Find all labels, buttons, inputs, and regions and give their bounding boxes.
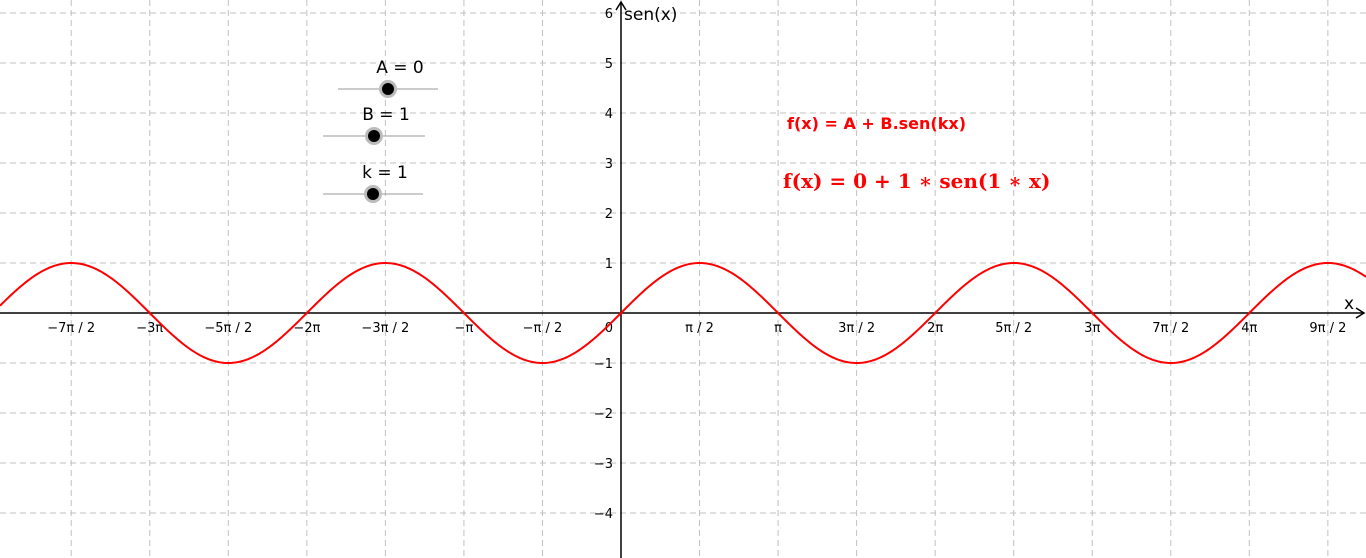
x-tick-label: 4π xyxy=(1241,321,1257,336)
x-tick-label: −3π / 2 xyxy=(361,321,409,336)
formula-value: f(x) = 0 + 1 ∗ sen(1 ∗ x) xyxy=(783,169,1050,193)
slider-knob[interactable] xyxy=(368,130,380,142)
x-tick-label: 3π / 2 xyxy=(838,321,875,336)
x-tick-label: 7π / 2 xyxy=(1152,321,1189,336)
x-tick-label: π xyxy=(774,321,782,336)
x-tick-label: −5π / 2 xyxy=(204,321,252,336)
x-tick-label: −7π / 2 xyxy=(47,321,95,336)
slider-label: k = 1 xyxy=(362,163,408,183)
x-tick-label: −π xyxy=(455,321,474,336)
function-curve xyxy=(0,261,1366,365)
y-tick-label: 1 xyxy=(605,257,613,272)
x-tick-label: 0 xyxy=(605,321,613,336)
x-arrow xyxy=(1355,307,1366,319)
slider-knob[interactable] xyxy=(367,188,379,200)
y-tick-label: −2 xyxy=(594,407,613,422)
x-tick-label: 9π / 2 xyxy=(1309,321,1346,336)
y-tick-label: 3 xyxy=(605,157,613,172)
slider-label: B = 1 xyxy=(362,105,410,125)
x-axis-label: x xyxy=(1344,294,1354,314)
y-tick-label: −1 xyxy=(594,357,613,372)
y-axis-label: sen(x) xyxy=(624,5,677,25)
y-tick-label: 5 xyxy=(605,57,613,72)
y-tick-label: 4 xyxy=(605,107,613,122)
sliders: A = 0 B = 1 k = 1 xyxy=(323,58,438,203)
formula-text: f(x) = A + B.sen(kx) xyxy=(787,114,966,133)
x-tick-label: 3π xyxy=(1084,321,1100,336)
x-tick-label: 5π / 2 xyxy=(995,321,1032,336)
y-arrow xyxy=(615,0,627,11)
slider-label: A = 0 xyxy=(376,58,424,78)
x-tick-label: −2π xyxy=(293,321,320,336)
curve-layer xyxy=(0,261,1366,365)
slider-knob[interactable] xyxy=(382,83,394,95)
y-tick-label: −4 xyxy=(594,507,613,522)
x-tick-label: −π / 2 xyxy=(523,321,563,336)
x-tick-label: 2π xyxy=(927,321,943,336)
x-tick-label: π / 2 xyxy=(685,321,714,336)
x-tick-label: −3π xyxy=(136,321,163,336)
y-tick-label: 2 xyxy=(605,207,613,222)
y-tick-label: 6 xyxy=(605,7,613,22)
y-tick-label: −3 xyxy=(594,457,613,472)
